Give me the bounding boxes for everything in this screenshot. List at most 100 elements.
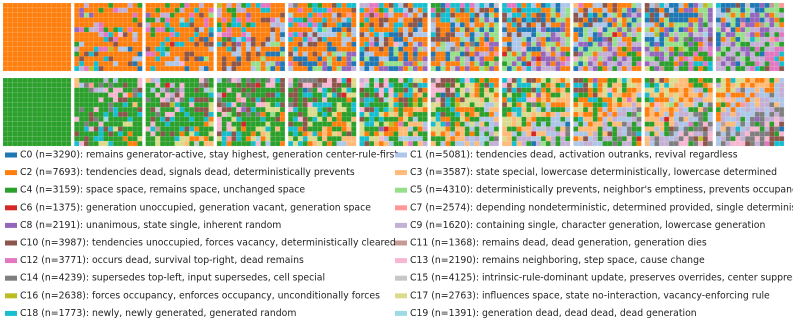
- tile-cell: [379, 122, 384, 127]
- tile-cell: [123, 97, 128, 102]
- tile-cell: [664, 127, 669, 132]
- tile-cell: [512, 52, 517, 57]
- tile-cell: [517, 8, 522, 13]
- tile-cell: [408, 131, 413, 136]
- tile-cell: [346, 117, 351, 122]
- tile-cell: [470, 3, 475, 8]
- tile-cell: [418, 61, 423, 66]
- tile-cell: [337, 37, 342, 42]
- tile-cell: [475, 37, 480, 42]
- tile-cell: [194, 112, 199, 117]
- tile-cell: [603, 117, 608, 122]
- tile-cell: [342, 122, 347, 127]
- tile-cell: [146, 56, 151, 61]
- tile-cell: [369, 27, 374, 32]
- tile-cell: [103, 117, 108, 122]
- tile-cell: [133, 93, 138, 98]
- tile-cell: [475, 66, 480, 71]
- tile-cell: [317, 127, 322, 132]
- tile-cell: [445, 18, 450, 23]
- tile-cell: [308, 117, 313, 122]
- tile-cell: [189, 93, 194, 98]
- tile-cell: [194, 22, 199, 27]
- tile-cell: [137, 93, 142, 98]
- tile-cell: [236, 136, 241, 141]
- tile-cell: [583, 8, 588, 13]
- tile-cell: [13, 93, 18, 98]
- tile-cell: [84, 122, 89, 127]
- tile-cell: [465, 42, 470, 47]
- tile-cell: [312, 97, 317, 102]
- tile-cell: [664, 136, 669, 141]
- tile-cell: [146, 88, 151, 93]
- tile-cell: [165, 52, 170, 57]
- tile-cell: [123, 88, 128, 93]
- tile-cell: [526, 52, 531, 57]
- tile-cell: [684, 117, 689, 122]
- tile-cell: [47, 22, 52, 27]
- tile-cell: [465, 93, 470, 98]
- tile-cell: [593, 52, 598, 57]
- tile-cell: [669, 13, 674, 18]
- tile-cell: [79, 88, 84, 93]
- tile-cell: [384, 127, 389, 132]
- tile-cell: [551, 32, 556, 37]
- tile-cell: [364, 122, 369, 127]
- tile-cell: [256, 117, 261, 122]
- tile-cell: [645, 13, 650, 18]
- tile-cell: [133, 42, 138, 47]
- tile-cell: [374, 136, 379, 141]
- tile-cell: [669, 56, 674, 61]
- tile-cell: [155, 66, 160, 71]
- tile-cell: [27, 107, 32, 112]
- tile-cell: [669, 8, 674, 13]
- tile-cell: [99, 131, 104, 136]
- tile-cell: [165, 117, 170, 122]
- tile-cell: [526, 88, 531, 93]
- tile-cell: [346, 112, 351, 117]
- tile-cell: [103, 47, 108, 52]
- tile-cell: [22, 131, 27, 136]
- tile-cell: [275, 136, 280, 141]
- tile-cell: [351, 52, 356, 57]
- tile-cell: [175, 8, 180, 13]
- tile-cell: [8, 83, 13, 88]
- tile-cell: [450, 127, 455, 132]
- tile-cell: [360, 107, 365, 112]
- tile-cell: [779, 131, 784, 136]
- tile-cell: [42, 32, 47, 37]
- tile-cell: [536, 52, 541, 57]
- tile-cell: [137, 122, 142, 127]
- tile-cell: [227, 13, 232, 18]
- tile-cell: [583, 3, 588, 8]
- tile-cell: [578, 112, 583, 117]
- tile-cell: [128, 97, 133, 102]
- tile-cell: [61, 37, 66, 42]
- tile-cell: [622, 112, 627, 117]
- tile-cell: [389, 42, 394, 47]
- tile-cell: [360, 122, 365, 127]
- tile-cell: [403, 37, 408, 42]
- tile-cell: [342, 136, 347, 141]
- tile-cell: [227, 32, 232, 37]
- tile-cell: [99, 107, 104, 112]
- tile-cell: [61, 22, 66, 27]
- tile-cell: [265, 107, 270, 112]
- tile-cell: [745, 141, 750, 146]
- tile-cell: [551, 83, 556, 88]
- tile-cell: [565, 78, 570, 83]
- tile-cell: [379, 42, 384, 47]
- tile-cell: [303, 141, 308, 146]
- tile-cell: [189, 88, 194, 93]
- tile-cell: [108, 102, 113, 107]
- tile-cell: [308, 42, 313, 47]
- tile-cell: [150, 27, 155, 32]
- tile-cell: [342, 112, 347, 117]
- tile-cell: [460, 42, 465, 47]
- tile-cell: [337, 18, 342, 23]
- tile-cell: [726, 56, 731, 61]
- tile-cell: [479, 66, 484, 71]
- tile-cell: [465, 122, 470, 127]
- tile-cell: [351, 3, 356, 8]
- tile-cell: [32, 27, 37, 32]
